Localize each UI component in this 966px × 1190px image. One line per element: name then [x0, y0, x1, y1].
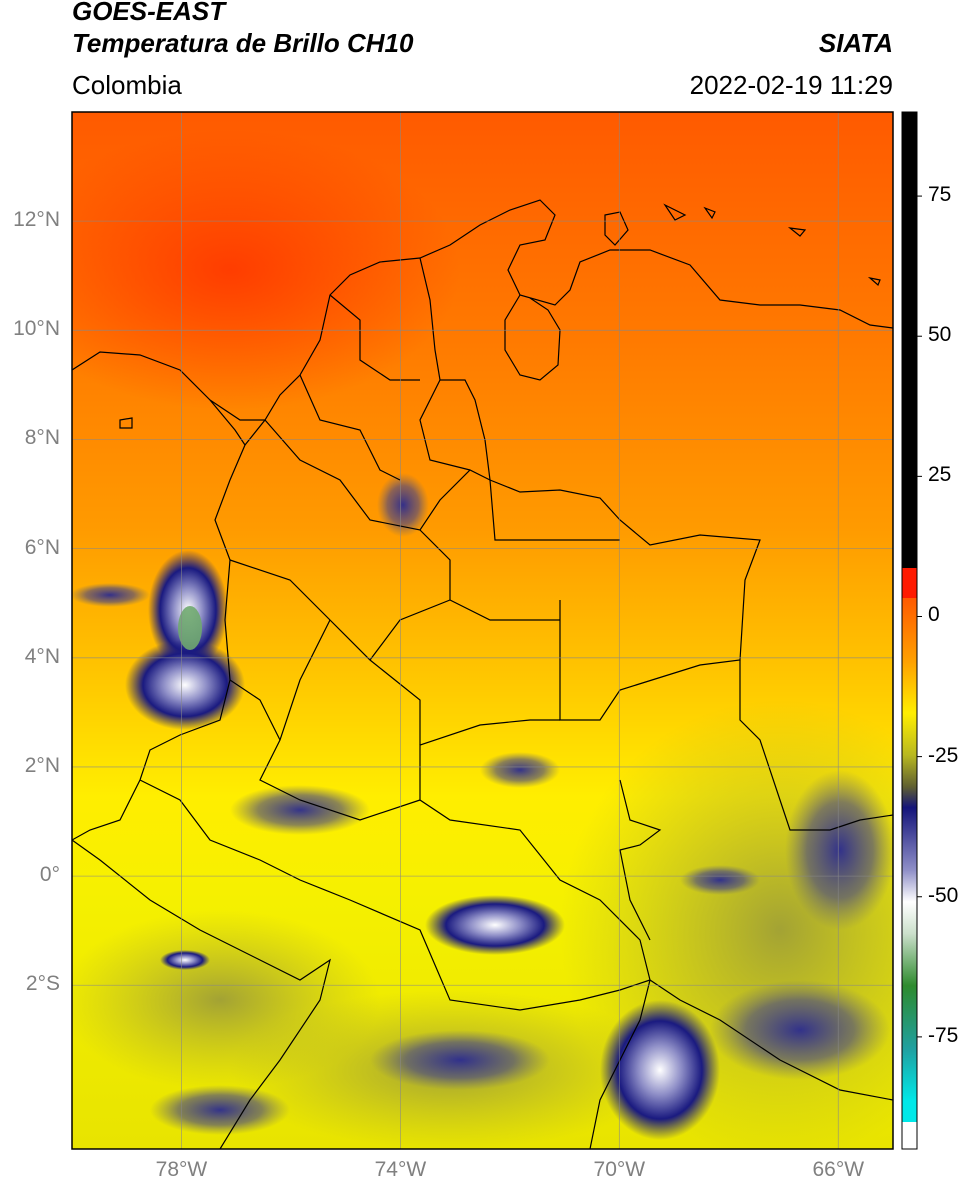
colorbar-red-band — [902, 568, 917, 598]
lon-tick-label: 70°W — [593, 1158, 646, 1181]
lat-tick-label: 2°S — [25, 972, 60, 996]
brightness-temperature-field — [72, 112, 893, 1149]
colorbar-white-band — [902, 1122, 917, 1149]
colorbar-tick-label: 0 — [928, 603, 940, 627]
map-frame — [71, 111, 894, 1150]
lat-tick-label: 0° — [39, 863, 60, 887]
lat-tick-label: 4°N — [24, 644, 60, 668]
region-label: Colombia — [72, 70, 182, 100]
source-label: SIATA — [818, 28, 893, 58]
colorbar-tick-label: 50 — [928, 323, 952, 347]
datetime-label: 2022-02-19 11:29 — [689, 70, 893, 100]
lat-tick-label: 2°N — [24, 753, 60, 777]
colorbar-black-band — [902, 112, 917, 568]
colorbar-tick-label: 75 — [928, 183, 952, 207]
colorbar-tick-label: -75 — [928, 1023, 959, 1047]
lat-tick-label: 12°N — [13, 208, 60, 232]
lat-tick-label: 10°N — [13, 317, 60, 341]
colorbar-tick-label: -50 — [928, 883, 959, 907]
lat-tick-label: 6°N — [24, 535, 60, 559]
country-borders — [72, 199, 893, 1149]
colorbar-gradient — [902, 598, 917, 1122]
colorbar-tick-label: 25 — [928, 463, 952, 487]
lat-tick-label: 8°N — [24, 426, 60, 450]
satellite-title: GOES-EAST — [72, 0, 226, 26]
product-title: Temperatura de Brillo CH10 — [72, 28, 414, 58]
lon-tick-label: 74°W — [374, 1158, 427, 1181]
colorbar-tick-label: -25 — [928, 743, 959, 767]
lon-tick-label: 78°W — [155, 1158, 208, 1181]
lon-tick-label: 66°W — [812, 1158, 865, 1181]
colorbar — [901, 111, 922, 1150]
colorbar-frame — [901, 111, 918, 1150]
gridlines — [72, 112, 893, 1149]
